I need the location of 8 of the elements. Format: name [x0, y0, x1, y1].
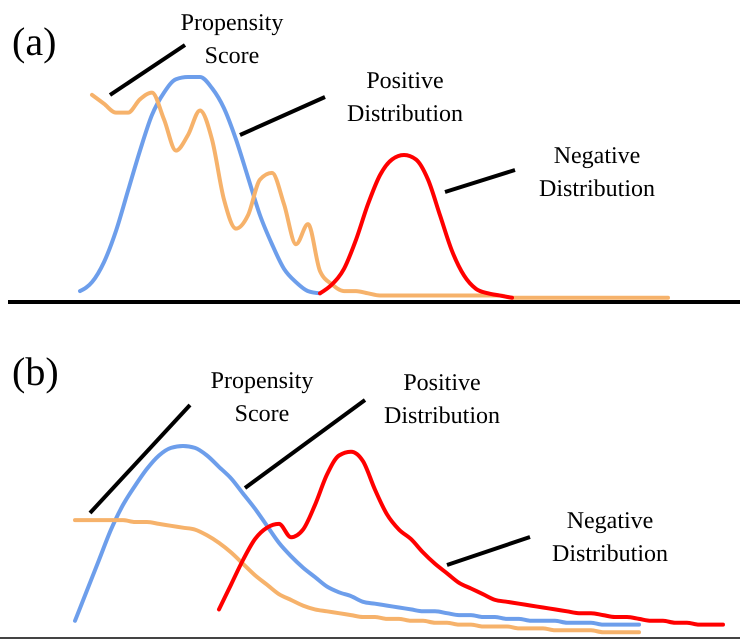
text: Negative Distribution [538, 143, 656, 202]
text: Positive Distribution [384, 370, 500, 429]
chart-title: (a) [12, 19, 56, 64]
series-label: Negative Distribution [552, 508, 668, 567]
text: Positive Distribution [346, 68, 464, 127]
text: Propensity Score [210, 368, 314, 427]
chart-title: (b) [12, 349, 59, 394]
series-label: Propensity Score [180, 10, 284, 69]
